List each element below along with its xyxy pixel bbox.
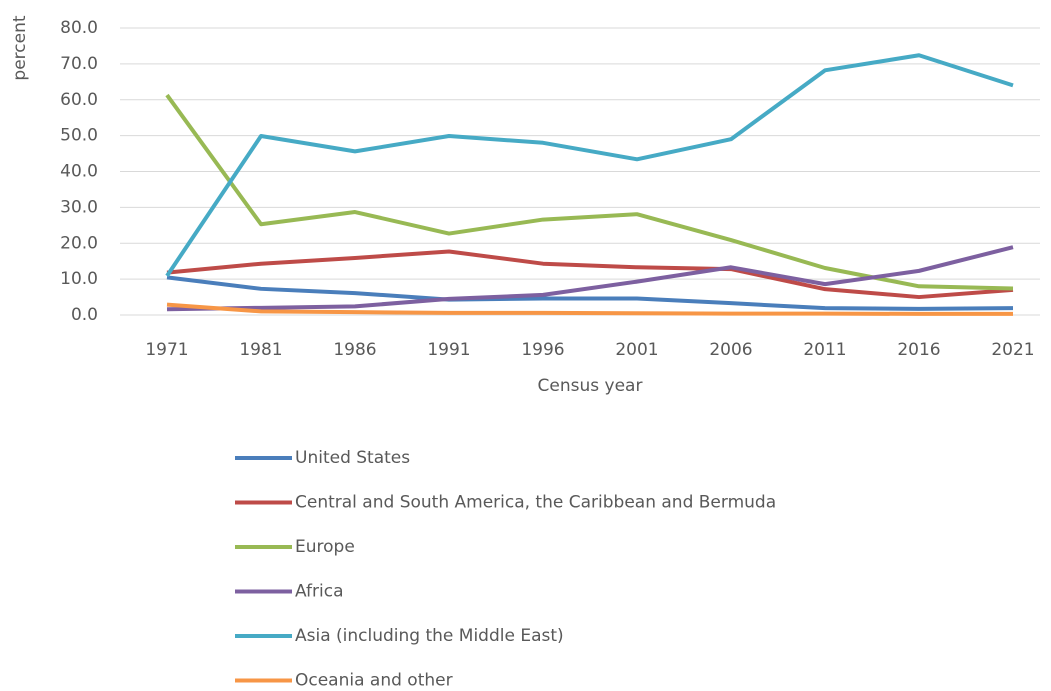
x-axis-title: Census year bbox=[538, 376, 643, 396]
series-line bbox=[166, 302, 1013, 316]
series-line bbox=[166, 249, 1014, 300]
x-tick-label: 2006 bbox=[709, 340, 752, 360]
x-tick-label: 1971 bbox=[145, 340, 188, 360]
legend-label: Asia (including the Middle East) bbox=[295, 626, 564, 646]
legend-label: Europe bbox=[295, 537, 355, 557]
y-tick-label: 40.0 bbox=[60, 162, 98, 182]
y-tick-label: 70.0 bbox=[60, 54, 98, 74]
legend-label: Central and South America, the Caribbean… bbox=[295, 493, 776, 513]
y-tick-label: 20.0 bbox=[60, 233, 98, 253]
series-line bbox=[165, 53, 1014, 278]
y-tick-label: 10.0 bbox=[60, 269, 98, 289]
y-tick-label: 0.0 bbox=[71, 305, 98, 325]
y-tick-label: 80.0 bbox=[60, 18, 98, 38]
x-tick-label: 1981 bbox=[239, 340, 282, 360]
x-tick-label: 1996 bbox=[521, 340, 564, 360]
legend-label: Africa bbox=[295, 582, 344, 602]
y-tick-label: 30.0 bbox=[60, 197, 98, 217]
series-line bbox=[166, 245, 1014, 312]
series-line bbox=[165, 93, 1014, 291]
x-tick-label: 2001 bbox=[615, 340, 658, 360]
legend-label: United States bbox=[295, 448, 410, 468]
x-tick-label: 1986 bbox=[333, 340, 376, 360]
x-tick-label: 2011 bbox=[803, 340, 846, 360]
legend-label: Oceania and other bbox=[295, 671, 453, 691]
series-line bbox=[166, 275, 1014, 311]
y-axis-title: percent bbox=[10, 15, 30, 80]
y-tick-label: 60.0 bbox=[60, 90, 98, 110]
x-tick-label: 2021 bbox=[991, 340, 1034, 360]
x-tick-label: 2016 bbox=[897, 340, 940, 360]
y-tick-label: 50.0 bbox=[60, 126, 98, 146]
x-tick-label: 1991 bbox=[427, 340, 470, 360]
